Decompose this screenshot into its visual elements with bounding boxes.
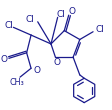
Text: O: O bbox=[1, 55, 8, 64]
Text: Cl: Cl bbox=[25, 15, 34, 24]
Text: CH₃: CH₃ bbox=[9, 78, 24, 87]
Text: Cl: Cl bbox=[94, 25, 103, 34]
Text: Cl: Cl bbox=[56, 10, 65, 18]
Text: O: O bbox=[68, 7, 75, 16]
Text: O: O bbox=[33, 66, 40, 75]
Text: Cl: Cl bbox=[4, 21, 13, 30]
Text: O: O bbox=[53, 58, 59, 67]
